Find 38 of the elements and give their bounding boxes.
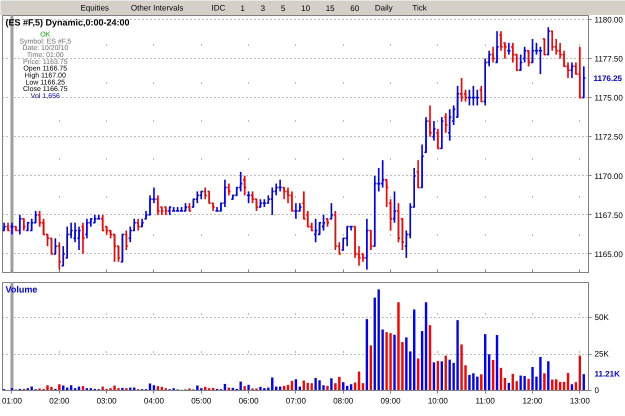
x-tick-label: 04:00 xyxy=(144,396,164,406)
y-tick-label: 50K xyxy=(594,313,610,322)
text: Equities xyxy=(80,4,109,12)
y-tick-label: 0 xyxy=(594,386,600,395)
y-tick-label: 1177.50 xyxy=(594,54,624,64)
x-tick-label: 07:00 xyxy=(286,396,306,406)
x-tick-label: 05:00 xyxy=(191,396,212,406)
text: 15 xyxy=(326,4,336,13)
text: 11.21K xyxy=(594,370,620,379)
x-tick-label: 11:00 xyxy=(475,396,496,406)
y-tick-label: 1170.00 xyxy=(594,172,624,181)
text: 60 xyxy=(350,4,360,13)
x-tick-label: 13:00 xyxy=(570,396,590,406)
x-tick-label: 12:00 xyxy=(522,396,544,406)
x-tick-label: 08:00 xyxy=(333,396,354,406)
x-tick-label: 10:00 xyxy=(428,396,448,406)
chart-title: Volume xyxy=(6,284,38,294)
x-tick-label: 06:00 xyxy=(238,396,260,406)
y-tick-label: 1175.00 xyxy=(594,94,624,103)
y-tick-label: 1165.00 xyxy=(594,250,624,259)
text: 1176.25 xyxy=(594,74,623,84)
x-tick-label: 03:00 xyxy=(96,396,118,406)
x-tick-label: 02:00 xyxy=(49,396,70,406)
y-tick-label: 1180.00 xyxy=(594,15,624,24)
y-tick-label: 1167.50 xyxy=(594,210,624,220)
text: 5 xyxy=(280,4,286,13)
text: 10 xyxy=(301,4,311,13)
text: 3 xyxy=(260,4,266,13)
text: Daily xyxy=(374,4,393,12)
text: Tick xyxy=(412,4,428,12)
x-tick-label: 09:00 xyxy=(380,396,402,406)
text: Other Intervals xyxy=(130,4,184,12)
chart-title: (ES #F,5) Dynamic,0:00-24:00 xyxy=(6,18,130,28)
y-tick-label: 1172.50 xyxy=(594,132,624,142)
y-tick-label: 25K xyxy=(594,350,610,359)
text: IDC xyxy=(212,4,226,12)
text: 1 xyxy=(240,4,246,13)
x-tick-label: 01:00 xyxy=(2,396,23,406)
